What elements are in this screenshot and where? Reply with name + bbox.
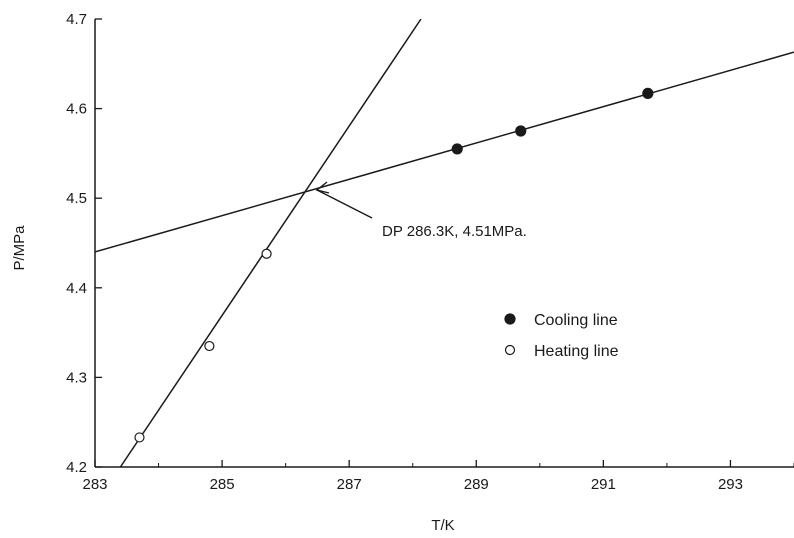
x-tick-label-283: 283 xyxy=(82,476,107,493)
dew-point-annotation: DP 286.3K, 4.51MPa. xyxy=(315,181,527,240)
y-tick-label-4.2: 4.2 xyxy=(66,459,87,476)
x-tick-label-289: 289 xyxy=(464,476,489,493)
legend-label-heating: Heating line xyxy=(534,343,619,360)
heating-line-point-1 xyxy=(204,340,215,352)
plot-area xyxy=(94,19,794,468)
annotation-text: DP 286.3K, 4.51MPa. xyxy=(382,223,527,240)
heating-line-point-2 xyxy=(261,248,272,259)
x-axis-ticks: 283 285 287 289 291 293 xyxy=(82,460,794,493)
heating-line-point-0 xyxy=(134,432,145,443)
x-axis-title: T/K xyxy=(431,517,454,534)
x-tick-label-291: 291 xyxy=(591,476,616,493)
cooling-line-point-1 xyxy=(515,125,527,137)
x-tick-label-293: 293 xyxy=(718,476,743,493)
heating-line-fit xyxy=(119,19,422,467)
y-tick-label-4.7: 4.7 xyxy=(66,11,87,28)
y-tick-label-4.5: 4.5 xyxy=(66,190,87,207)
y-tick-label-4.4: 4.4 xyxy=(66,280,87,297)
y-axis-title: P/MPa xyxy=(11,225,28,271)
cooling-line-fit xyxy=(95,51,794,253)
legend-label-cooling: Cooling line xyxy=(534,312,618,329)
annotation-arrowhead xyxy=(315,181,330,194)
y-axis-ticks: 4.2 4.3 4.4 4.5 4.6 4.7 xyxy=(66,11,102,476)
annotation-arrow xyxy=(316,189,373,219)
y-tick-label-4.3: 4.3 xyxy=(66,369,87,386)
cooling-line-point-2 xyxy=(642,87,654,99)
x-tick-label-285: 285 xyxy=(210,476,235,493)
x-tick-label-287: 287 xyxy=(337,476,362,493)
cooling-line-point-0 xyxy=(451,143,463,155)
legend: Cooling line Heating line xyxy=(504,312,619,360)
y-tick-label-4.6: 4.6 xyxy=(66,101,87,118)
legend-marker-heating xyxy=(504,344,516,356)
legend-marker-cooling xyxy=(504,313,516,325)
